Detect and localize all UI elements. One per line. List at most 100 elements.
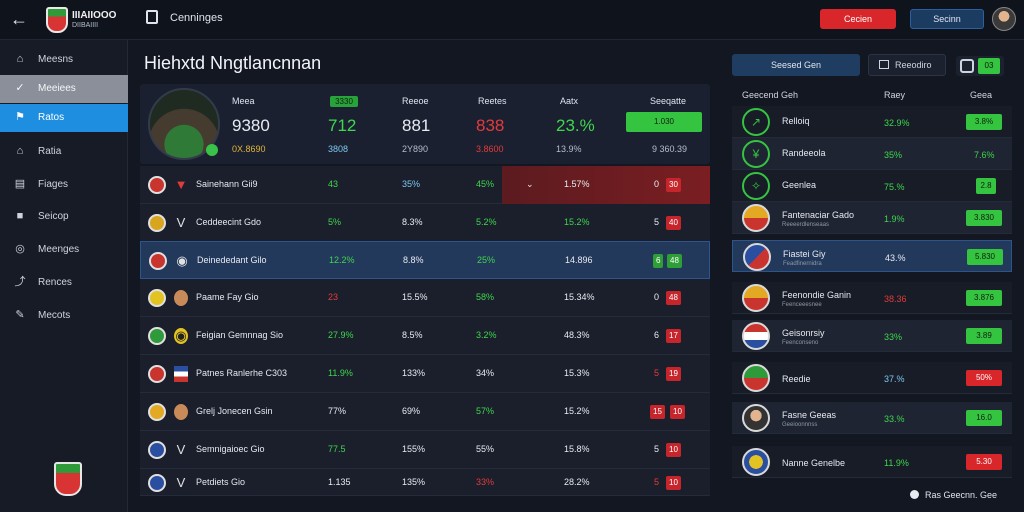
v-badge-icon: V <box>176 475 186 490</box>
cell-2: 135% <box>402 477 426 487</box>
sidebar-item-6[interactable]: ■ Seicop <box>0 203 128 231</box>
cell-3: 58% <box>476 292 495 302</box>
rp-sub: Feenconseno <box>782 340 819 346</box>
rp-pill[interactable]: 5.830 <box>967 249 1003 265</box>
rp-name: Nanne Genelbe <box>782 458 846 468</box>
rp-name: Randeeola <box>782 148 826 158</box>
sidebar-item-8[interactable]: ⤴ Rences <box>0 269 128 297</box>
info-icon <box>910 490 919 499</box>
odds-pill[interactable]: 10 <box>666 476 681 490</box>
brand-subtitle: DIIBAIIII <box>72 22 99 29</box>
cell-1: 11.9% <box>328 368 353 378</box>
cell-pill-a: 5 <box>654 217 660 227</box>
list-item[interactable]: Fasne Geeas Geeioonnnss 33.% 16.0 <box>732 402 1012 434</box>
sidebar-item-1[interactable]: ⌂ Meesns <box>0 46 128 74</box>
rp-pill[interactable]: 3.876 <box>966 290 1002 306</box>
back-arrow-icon[interactable]: ← <box>10 9 28 29</box>
hero-col1-sub: 0X.8690 <box>232 144 266 154</box>
rp-pill[interactable]: 3.830 <box>966 210 1002 226</box>
tab-active[interactable]: Seesed Gen <box>732 54 860 76</box>
club-logo[interactable] <box>46 7 68 33</box>
tab-second[interactable]: Reeodiro <box>868 54 946 76</box>
odds-pill[interactable]: 30 <box>666 178 681 192</box>
rp-pill[interactable]: 2.8 <box>976 178 996 194</box>
list-item[interactable]: Fiastei Giy Feadfinernidra 43.% 5.830 <box>732 240 1012 272</box>
list-item[interactable]: ✧ Geenlea 75.% 2.8 <box>732 170 1012 202</box>
odds-pill[interactable]: 10 <box>666 443 681 457</box>
table-row[interactable]: ▼ Sainehann Gii9 43 35% 45% ⌄ 1.57% 0 30 <box>140 166 710 204</box>
table-row[interactable]: ◉ Deinededant Gilo 12.2% 8.8% 25% 14.896… <box>140 241 710 279</box>
list-item[interactable]: ¥ Randeeola 35% 7.6% <box>732 138 1012 170</box>
footer-note[interactable]: Ras Geecnn. Gee <box>910 490 997 500</box>
shield-badge-icon: ◉ <box>176 253 188 268</box>
rp-sub: Geeioonnnss <box>782 422 818 428</box>
rp-value: 37.% <box>884 374 905 384</box>
table-row[interactable]: Paame Fay Gio 23 15.5% 58% 15.34% 0 48 <box>140 279 710 317</box>
runner-icon: ✧ <box>742 172 770 200</box>
odds-pill[interactable]: 40 <box>666 216 681 230</box>
hero-col2-sub: 3808 <box>328 144 349 154</box>
rp-name: Relloiq <box>782 116 810 126</box>
odds-pill[interactable]: 48 <box>667 254 682 268</box>
rp-pill[interactable]: 16.0 <box>966 410 1002 426</box>
odds-pill[interactable]: 48 <box>666 291 681 305</box>
hero-col4-value: 838 <box>476 116 505 135</box>
sidebar-item-3[interactable]: ⚑ Ratos <box>0 104 128 132</box>
hero-col5-value: 23.% <box>556 116 595 135</box>
chevron-badge-icon: ▼ <box>174 177 188 192</box>
rp-pill[interactable]: 3.8% <box>966 114 1002 130</box>
home-icon: ⌂ <box>16 53 24 65</box>
odds-pill[interactable]: 17 <box>666 329 681 343</box>
featured-match-card[interactable]: Meea 9380 0X.8690 3330 712 3808 Reeoe 88… <box>140 84 710 164</box>
rp-pill[interactable]: 3.89 <box>966 328 1002 344</box>
list-item[interactable]: Fantenaciar Gado Reeeerdlenseaas 1.9% 3.… <box>732 202 1012 234</box>
cell-3: 55% <box>476 444 495 454</box>
rp-value: 43.% <box>885 253 906 263</box>
rp-pill[interactable]: 7.6% <box>974 150 995 160</box>
list-item[interactable]: ↗ Relloiq 32.9% 3.8% <box>732 106 1012 138</box>
cell-4: 28.2% <box>564 477 590 487</box>
cell-4: 15.8% <box>564 444 590 454</box>
cell-1: 43 <box>328 179 339 189</box>
rp-value: 33% <box>884 332 903 342</box>
odds-pill[interactable]: 19 <box>666 367 681 381</box>
sidebar-item-label: Mecots <box>38 310 71 321</box>
table-row[interactable]: V Petdiets Gio 1.135 135% 33% 28.2% 5 10 <box>140 469 710 496</box>
red-action-button[interactable]: Cecien <box>820 9 896 29</box>
search-button[interactable]: Secinn <box>910 9 984 29</box>
hero-col6-chip[interactable]: 1.030 <box>626 112 702 132</box>
list-item[interactable]: Geisonrsiy Feenconseno 33% 3.89 <box>732 320 1012 352</box>
view-toggle[interactable]: 03 <box>956 56 1004 76</box>
shield-badge-icon: ◉ <box>174 328 188 344</box>
cell-2: 8.3% <box>402 217 423 227</box>
rp-pill[interactable]: 5.30 <box>966 454 1002 470</box>
table-row[interactable]: Patnes Ranlerhe C303 11.9% 133% 34% 15.3… <box>140 355 710 393</box>
match-photo <box>148 88 220 160</box>
list-item[interactable]: Nanne Genelbe 11.9% 5.30 <box>732 446 1012 478</box>
team-badge-icon <box>148 474 166 492</box>
team-crest-icon <box>742 448 770 476</box>
cell-pill-a: 5 <box>654 368 660 378</box>
chevron-down-icon[interactable]: ⌄ <box>526 179 534 189</box>
cell-3: 25% <box>477 255 496 265</box>
sidebar-item-7[interactable]: ◎ Meenges <box>0 236 128 264</box>
table-row[interactable]: V Semnigaioec Gio 77.5 155% 55% 15.8% 5 … <box>140 431 710 469</box>
sidebar-item-5[interactable]: ▤ Fiages <box>0 171 128 199</box>
table-row[interactable]: ◉ Feigian Gemnnag Sio 27.9% 8.5% 3.2% 48… <box>140 317 710 355</box>
list-item[interactable]: Feenondie Ganin Feenceeesnee 38.36 3.876 <box>732 282 1012 314</box>
avatar[interactable] <box>992 7 1016 31</box>
rp-pill[interactable]: 50% <box>966 370 1002 386</box>
odds-pill[interactable]: 10 <box>670 405 685 419</box>
sidebar-item-label: Seicop <box>38 211 69 222</box>
table-row[interactable]: Grelj Jonecen Gsin 77% 69% 57% 15.2% 15 … <box>140 393 710 431</box>
cell-4: 14.896 <box>565 255 593 265</box>
sidebar-item-9[interactable]: ✎ Mecots <box>0 302 128 330</box>
cell-2: 155% <box>402 444 426 454</box>
team-crest-icon <box>742 204 770 232</box>
table-row[interactable]: V Ceddeecint Gdo 5% 8.3% 5.2% 15.2% 5 40 <box>140 204 710 242</box>
sidebar-item-2[interactable]: ✓ Meeiees <box>0 75 128 103</box>
brand-name: IIIAIIOOO <box>72 10 117 21</box>
list-item[interactable]: Reedie 37.% 50% <box>732 362 1012 394</box>
sidebar-item-4[interactable]: ⌂ Ratia <box>0 138 128 166</box>
cell-2: 8.8% <box>403 255 424 265</box>
